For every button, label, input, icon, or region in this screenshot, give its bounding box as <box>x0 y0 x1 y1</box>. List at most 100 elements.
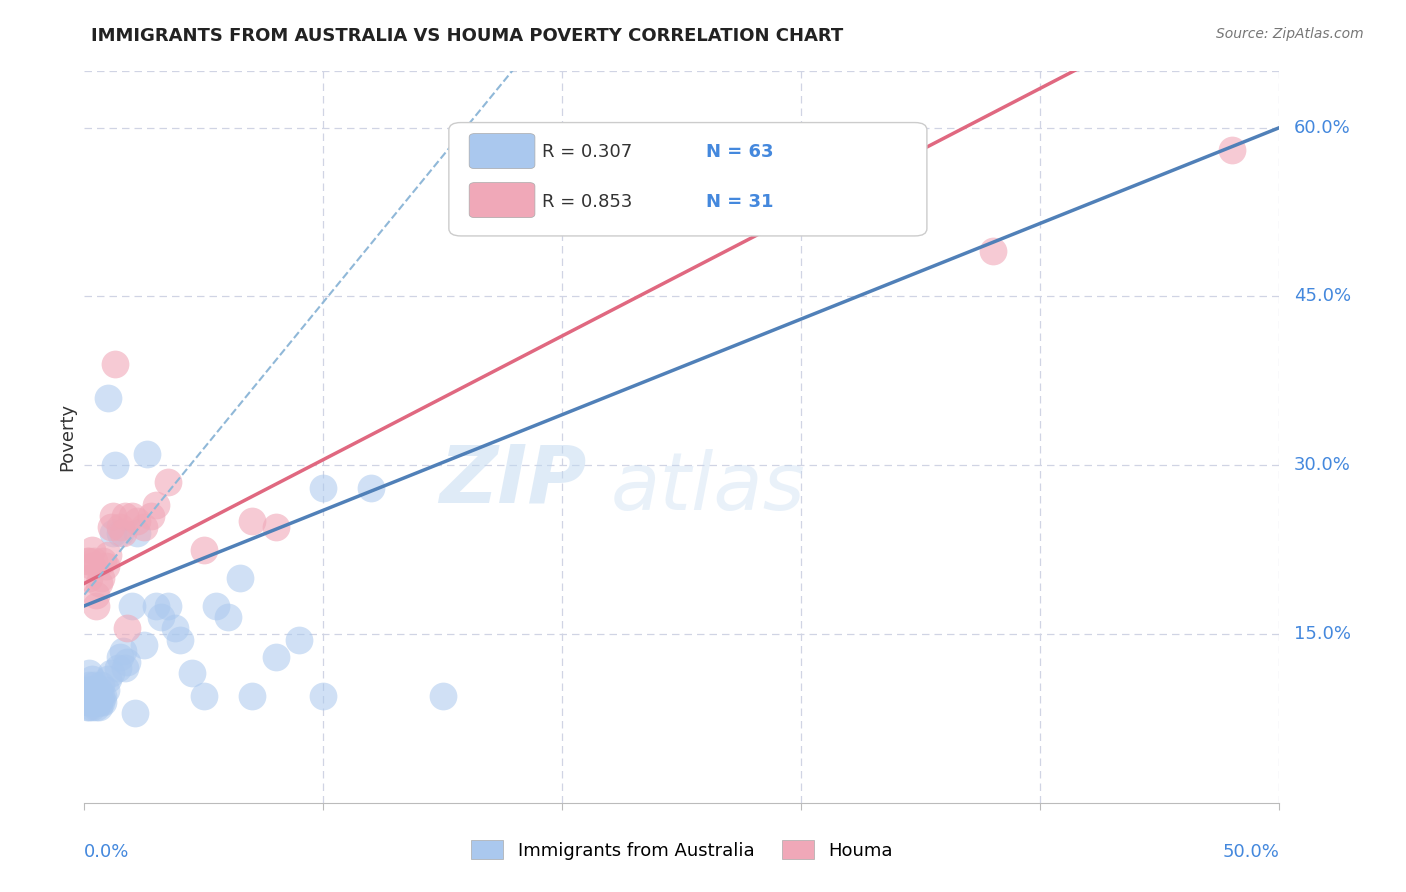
Text: 15.0%: 15.0% <box>1294 625 1351 643</box>
Point <box>157 599 180 613</box>
Point <box>83 554 105 568</box>
Point <box>104 458 127 473</box>
Point <box>312 689 335 703</box>
Point <box>145 599 167 613</box>
Point <box>288 632 311 647</box>
Point <box>77 678 100 692</box>
Point <box>86 599 108 613</box>
Point <box>111 525 134 540</box>
Point <box>77 666 100 681</box>
Point <box>132 638 156 652</box>
Point <box>360 481 382 495</box>
Point <box>77 700 100 714</box>
Point <box>76 694 98 708</box>
Point <box>121 599 143 613</box>
Point <box>87 683 110 698</box>
Point <box>240 515 263 529</box>
Point <box>83 678 105 692</box>
Point <box>110 649 132 664</box>
Point <box>83 689 105 703</box>
Point <box>90 678 112 692</box>
Point <box>80 694 103 708</box>
Point <box>101 508 124 523</box>
Point <box>132 520 156 534</box>
Point <box>165 621 187 635</box>
Point <box>135 447 157 461</box>
Point <box>240 689 263 703</box>
Point <box>205 599 228 613</box>
Point <box>264 649 287 664</box>
FancyBboxPatch shape <box>449 122 927 235</box>
Text: 30.0%: 30.0% <box>1294 456 1351 475</box>
Point <box>90 694 112 708</box>
Point <box>114 661 136 675</box>
Text: N = 63: N = 63 <box>706 143 773 161</box>
Point <box>80 542 103 557</box>
Point <box>76 700 98 714</box>
Text: 0.0%: 0.0% <box>84 843 129 861</box>
Point <box>114 508 136 523</box>
Point <box>117 621 139 635</box>
Point <box>86 694 108 708</box>
Point <box>80 672 103 686</box>
Text: Source: ZipAtlas.com: Source: ZipAtlas.com <box>1216 27 1364 41</box>
Point <box>1220 143 1243 157</box>
Point <box>77 683 100 698</box>
Text: R = 0.853: R = 0.853 <box>543 193 633 211</box>
Point <box>86 700 108 714</box>
Point <box>76 683 98 698</box>
Point <box>193 689 215 703</box>
Point <box>77 554 100 568</box>
Point <box>981 244 1004 259</box>
Text: 45.0%: 45.0% <box>1294 287 1351 305</box>
Point <box>110 520 132 534</box>
Point <box>77 571 100 585</box>
Point <box>145 498 167 512</box>
Point <box>90 689 112 703</box>
Point <box>149 610 172 624</box>
Point <box>87 694 110 708</box>
Point <box>193 542 215 557</box>
Point <box>80 559 103 574</box>
Point <box>93 689 115 703</box>
Point <box>264 520 287 534</box>
Point <box>87 576 110 591</box>
Point <box>83 694 105 708</box>
Point <box>125 515 148 529</box>
Point <box>141 508 163 523</box>
Point <box>80 700 103 714</box>
Point <box>124 706 146 720</box>
Point <box>100 520 122 534</box>
Text: 60.0%: 60.0% <box>1294 119 1351 136</box>
Text: 50.0%: 50.0% <box>1223 843 1279 861</box>
Point <box>86 588 108 602</box>
Text: atlas: atlas <box>610 450 806 527</box>
Point <box>229 571 252 585</box>
Text: R = 0.307: R = 0.307 <box>543 143 633 161</box>
Point <box>217 610 239 624</box>
Point <box>111 644 134 658</box>
Point <box>77 694 100 708</box>
Point <box>93 694 115 708</box>
Point <box>86 689 108 703</box>
Text: IMMIGRANTS FROM AUSTRALIA VS HOUMA POVERTY CORRELATION CHART: IMMIGRANTS FROM AUSTRALIA VS HOUMA POVER… <box>91 27 844 45</box>
Point <box>312 481 335 495</box>
Point <box>93 554 115 568</box>
Point <box>87 700 110 714</box>
Point <box>94 559 117 574</box>
Point <box>169 632 191 647</box>
Point <box>181 666 204 681</box>
Point <box>97 672 120 686</box>
Point <box>104 357 127 371</box>
Point <box>100 666 122 681</box>
Point <box>76 689 98 703</box>
Point <box>97 548 120 562</box>
Y-axis label: Poverty: Poverty <box>58 403 76 471</box>
Point <box>80 683 103 698</box>
Point <box>80 689 103 703</box>
FancyBboxPatch shape <box>470 183 534 218</box>
Point <box>76 554 98 568</box>
Point <box>432 689 454 703</box>
Text: N = 31: N = 31 <box>706 193 773 211</box>
Point <box>107 661 129 675</box>
